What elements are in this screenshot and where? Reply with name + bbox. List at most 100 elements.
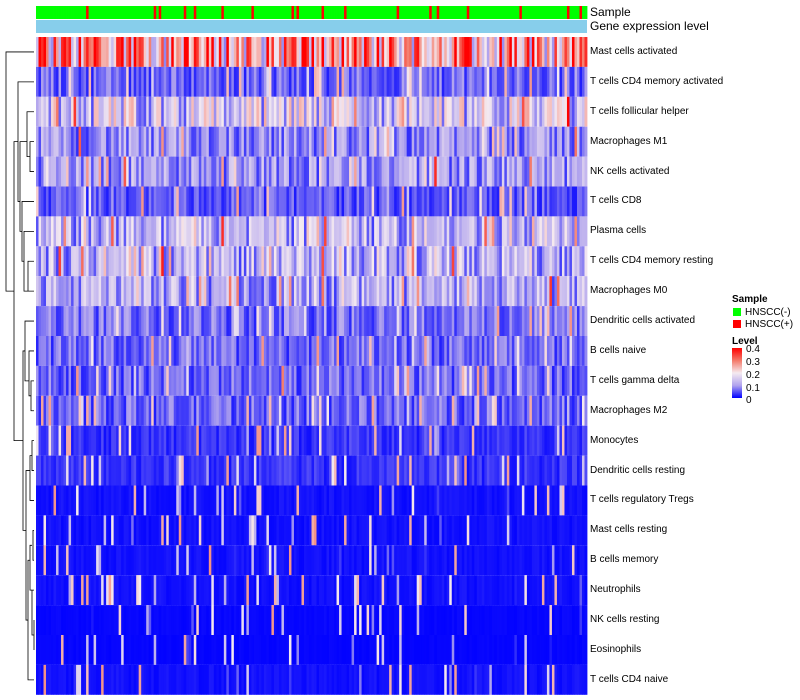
heatmap-cell — [429, 455, 433, 486]
heatmap-cell — [96, 276, 100, 307]
heatmap-cell — [213, 276, 217, 307]
heatmap-cell — [499, 306, 503, 336]
heatmap-cell — [271, 336, 275, 366]
heatmap-cell — [429, 336, 433, 366]
heatmap-cell — [376, 276, 380, 307]
heatmap-cell — [471, 216, 475, 247]
sample-cell — [499, 6, 503, 19]
sample-cell — [329, 6, 332, 19]
heatmap-cell — [118, 156, 122, 187]
heatmap-cell — [531, 126, 535, 157]
heatmap-cell — [471, 485, 475, 516]
heatmap-cell — [499, 545, 503, 576]
heatmap-cell — [484, 365, 488, 396]
heatmap-cell — [326, 186, 330, 217]
heatmap-cell — [213, 246, 217, 277]
heatmap-cell — [133, 336, 137, 366]
heatmap-cell — [336, 66, 340, 97]
heatmap-cell — [278, 455, 282, 486]
heatmap-cell — [181, 246, 185, 277]
heatmap-cell — [156, 37, 160, 67]
heatmap-cell — [108, 605, 112, 635]
heatmap-cell — [116, 605, 120, 635]
heatmap-cell — [46, 515, 49, 546]
heatmap-cell — [81, 126, 84, 157]
heatmap-cell — [489, 635, 493, 665]
heatmap-cell — [271, 365, 275, 396]
heatmap-cell — [396, 545, 400, 576]
heatmap-cell — [136, 37, 140, 67]
heatmap-cell — [346, 365, 350, 396]
heatmap-cell — [43, 336, 47, 366]
heatmap-cell — [263, 425, 267, 456]
heatmap-cell — [561, 365, 565, 396]
heatmap-cell — [451, 306, 455, 336]
heatmap-cell — [248, 455, 252, 486]
heatmap-cell — [504, 365, 508, 396]
heatmap-cell — [131, 425, 135, 456]
heatmap-cell — [101, 365, 105, 396]
heatmap-cell — [446, 216, 450, 247]
heatmap-cell — [151, 246, 155, 277]
heatmap-cell — [426, 635, 430, 665]
heatmap-cell — [534, 246, 538, 277]
heatmap-cell — [123, 66, 127, 97]
heatmap-cell — [238, 545, 242, 576]
heatmap-cell — [273, 126, 277, 157]
heatmap-cell — [559, 395, 563, 426]
heatmap-cell — [549, 455, 553, 486]
heatmap-cell — [123, 365, 127, 396]
heatmap-cell — [271, 575, 275, 606]
heatmap-cell — [171, 395, 175, 426]
heatmap-cell — [161, 395, 165, 426]
heatmap-cell — [321, 425, 325, 456]
heatmap-cell — [374, 395, 378, 426]
heatmap-cell — [549, 306, 553, 336]
heatmap-cell — [366, 156, 370, 187]
sample-cell — [201, 6, 205, 19]
heatmap-cell — [143, 635, 147, 665]
heatmap-cell — [311, 575, 315, 606]
heatmap-cell — [66, 605, 69, 635]
heatmap-cell — [379, 126, 383, 157]
heatmap-cell — [539, 276, 543, 307]
heatmap-cell — [118, 126, 122, 157]
heatmap-cell — [374, 186, 378, 217]
heatmap-cell — [178, 455, 182, 486]
heatmap-cell — [534, 605, 538, 635]
heatmap-cell — [321, 365, 325, 396]
heatmap-cell — [41, 336, 44, 366]
sample-cell — [103, 6, 107, 19]
heatmap-cell — [469, 455, 473, 486]
heatmap-cell — [504, 37, 508, 67]
heatmap-cell — [314, 635, 317, 665]
heatmap-cell — [206, 664, 210, 695]
heatmap-cell — [564, 246, 568, 277]
heatmap-cell — [534, 635, 538, 665]
heatmap-cell — [78, 515, 82, 546]
heatmap-cell — [376, 455, 380, 486]
heatmap-cell — [454, 515, 458, 546]
heatmap-cell — [399, 216, 403, 247]
heatmap-cell — [258, 545, 262, 576]
heatmap-cell — [571, 66, 575, 97]
heatmap-cell — [331, 635, 335, 665]
heatmap-cell — [421, 276, 425, 307]
sample-cell — [381, 6, 385, 19]
heatmap-cell — [146, 605, 150, 635]
heatmap-cell — [359, 66, 362, 97]
sample-cell — [261, 6, 265, 19]
heatmap-cell — [171, 635, 175, 665]
heatmap-cell — [414, 545, 418, 576]
heatmap-cell — [381, 96, 385, 127]
heatmap-cell — [233, 37, 237, 67]
heatmap-cell — [283, 246, 287, 277]
heatmap-cell — [434, 455, 438, 486]
sample-cell — [278, 6, 282, 19]
heatmap-cell — [158, 96, 162, 127]
heatmap-cell — [329, 545, 332, 576]
heatmap-cell — [133, 37, 137, 67]
heatmap-cell — [314, 336, 317, 366]
heatmap-cell — [396, 306, 400, 336]
heatmap-cell — [581, 575, 585, 606]
